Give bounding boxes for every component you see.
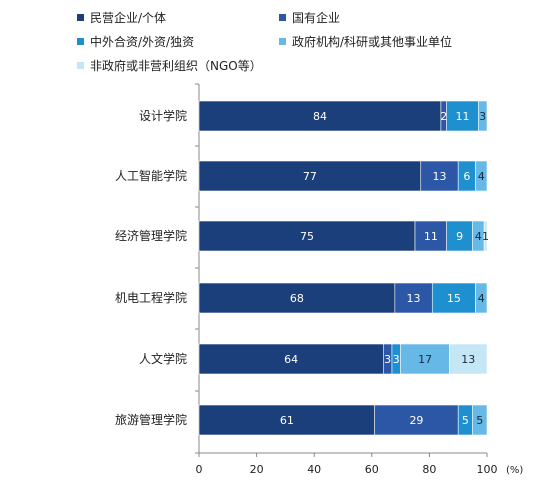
data-label: 13 [461, 353, 475, 366]
x-tick-label: 40 [307, 463, 321, 476]
legend-swatch [279, 14, 286, 21]
data-label: 13 [407, 292, 421, 305]
data-label: 1 [482, 230, 489, 243]
data-label: 4 [478, 292, 485, 305]
data-label: 15 [447, 292, 461, 305]
bar-segment [394, 282, 433, 314]
legend-label: 政府机构/科研或其他事业单位 [292, 34, 452, 49]
data-label: 13 [432, 170, 446, 183]
data-label: 68 [290, 292, 304, 305]
bar-segment [198, 343, 384, 375]
bar-segment [414, 220, 447, 252]
data-label: 3 [479, 110, 486, 123]
legend-swatch [77, 38, 84, 45]
data-label: 6 [463, 170, 470, 183]
legend-label: 非政府或非营利组织（NGO等） [90, 58, 262, 73]
bar-segment [472, 404, 488, 436]
data-label: 5 [476, 414, 483, 427]
data-label: 5 [462, 414, 469, 427]
data-label: 61 [280, 414, 294, 427]
data-label: 29 [409, 414, 423, 427]
bar-segment [449, 343, 488, 375]
data-label: 11 [424, 230, 438, 243]
category-label: 旅游管理学院 [115, 412, 187, 427]
bar-segment [198, 100, 442, 132]
category-label: 机电工程学院 [115, 290, 187, 305]
category-label: 经济管理学院 [115, 228, 187, 243]
data-label: 17 [418, 353, 432, 366]
legend-label: 民营企业/个体 [90, 10, 166, 25]
legend-label: 国有企业 [292, 10, 340, 25]
data-label: 77 [303, 170, 317, 183]
bar-segment [198, 404, 375, 436]
data-label: 64 [284, 353, 298, 366]
x-tick-label: 100 [477, 463, 498, 476]
x-axis-unit: (%) [506, 465, 523, 476]
category-label: 设计学院 [139, 108, 187, 123]
bar-segment [198, 220, 416, 252]
bar-segment [400, 343, 450, 375]
data-label: 3 [393, 353, 400, 366]
x-tick-label: 20 [250, 463, 264, 476]
category-label: 人文学院 [139, 351, 187, 366]
data-label: 84 [313, 110, 327, 123]
legend-label: 中外合资/外资/独资 [90, 34, 194, 49]
data-label: 4 [478, 170, 485, 183]
bar-segment [475, 282, 488, 314]
data-label: 4 [475, 230, 482, 243]
x-tick-label: 80 [422, 463, 436, 476]
bar-segment [483, 220, 488, 252]
data-label: 11 [456, 110, 470, 123]
legend-swatch [77, 14, 84, 21]
bar-segment [431, 282, 476, 314]
legend-swatch [77, 62, 84, 69]
data-label: 2 [440, 110, 447, 123]
bar-segment [478, 100, 488, 132]
data-label: 75 [300, 230, 314, 243]
legend-swatch [279, 38, 286, 45]
data-label: 9 [456, 230, 463, 243]
x-tick-label: 0 [196, 463, 203, 476]
x-tick-label: 60 [365, 463, 379, 476]
category-label: 人工智能学院 [115, 168, 187, 183]
bar-segment [475, 160, 488, 192]
bar-segment [446, 220, 473, 252]
data-label: 3 [384, 353, 391, 366]
